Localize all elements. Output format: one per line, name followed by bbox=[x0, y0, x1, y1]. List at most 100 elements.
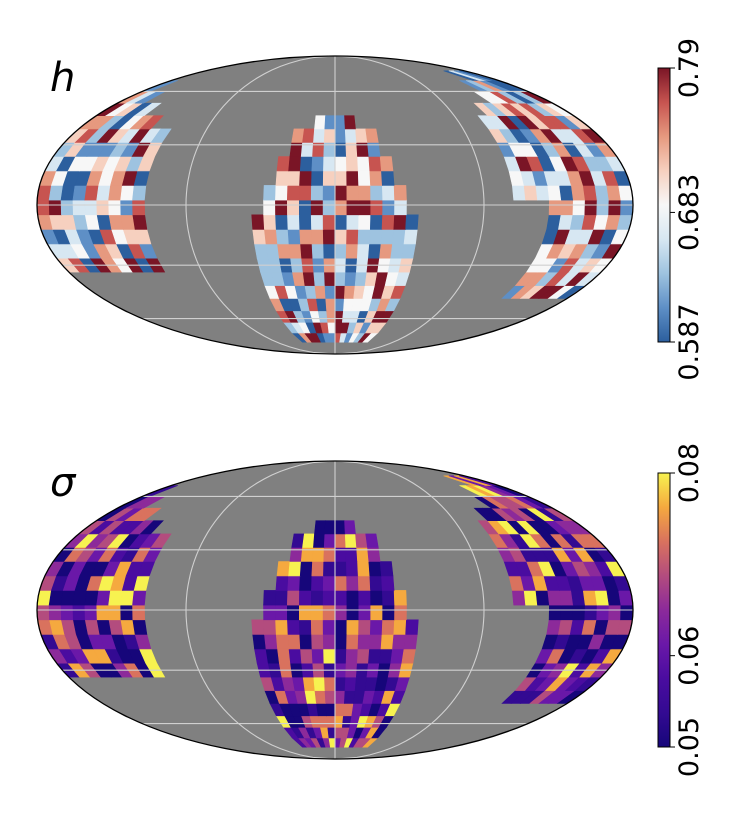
pixel-cell bbox=[620, 604, 633, 621]
pixel-cell bbox=[334, 156, 347, 172]
pixel-cell bbox=[286, 590, 300, 606]
pixel-cell bbox=[292, 271, 306, 286]
pixel-cell bbox=[523, 185, 538, 201]
pixel-cell bbox=[323, 156, 336, 172]
pixel-cell bbox=[570, 590, 586, 606]
pixel-cell bbox=[310, 619, 324, 635]
pixel-cell bbox=[379, 648, 393, 664]
pixel-cell bbox=[346, 590, 360, 606]
pixel-cell bbox=[263, 604, 276, 621]
pixel-cell bbox=[345, 648, 359, 664]
pixel-cell bbox=[632, 604, 633, 621]
pixel-cell bbox=[72, 604, 86, 621]
pixel-cell bbox=[358, 214, 372, 230]
pixel-cell bbox=[370, 199, 384, 216]
pixel-cell bbox=[298, 604, 312, 621]
pixel-cell bbox=[251, 214, 265, 230]
pixel-cell bbox=[365, 533, 379, 548]
h-sky-map: 0.587 0.683 0.79 bbox=[36, 38, 705, 381]
pixel-cell bbox=[291, 128, 305, 143]
pixel-cell bbox=[275, 199, 288, 216]
pixel-cell bbox=[298, 619, 312, 635]
pixel-cell bbox=[334, 634, 348, 650]
pixel-cell bbox=[325, 703, 336, 717]
colorbar-tick-label: 0.08 bbox=[674, 443, 705, 503]
graticule bbox=[37, 461, 633, 759]
pixel-cell bbox=[275, 185, 289, 201]
pixel-cell bbox=[275, 170, 289, 186]
pixel-cell bbox=[311, 170, 324, 186]
pixel-cell bbox=[311, 575, 324, 591]
pixel-cell bbox=[343, 285, 356, 299]
pixel-cell bbox=[346, 170, 359, 186]
pixel-cell bbox=[357, 634, 371, 650]
pixel-cell bbox=[393, 214, 407, 230]
pixel-cell bbox=[263, 619, 277, 635]
pixel-cell bbox=[316, 298, 327, 312]
pixel-cell bbox=[392, 229, 406, 245]
pixel-cell bbox=[84, 604, 98, 621]
pixel-cell bbox=[334, 185, 348, 201]
pixel-cell bbox=[393, 619, 407, 635]
pixel-cell bbox=[523, 590, 538, 606]
pixel-cell bbox=[334, 271, 346, 286]
pixel-cell bbox=[304, 285, 317, 299]
pixel-cell bbox=[132, 199, 146, 216]
pixel-cell bbox=[263, 199, 276, 216]
pixel-cell bbox=[393, 185, 407, 201]
pixel-cell bbox=[291, 533, 305, 548]
pixel-cell bbox=[334, 285, 346, 299]
pixel-cell bbox=[382, 604, 395, 621]
pixel-cell bbox=[120, 604, 134, 621]
pixel-cell bbox=[379, 561, 394, 577]
pixel-cell bbox=[277, 648, 291, 664]
pixel-cell bbox=[286, 604, 300, 621]
pixel-cell bbox=[323, 243, 336, 259]
pixel-cell bbox=[132, 619, 148, 635]
pixel-cell bbox=[48, 199, 62, 216]
pixel-cell bbox=[150, 128, 172, 143]
pixel-cell bbox=[324, 271, 336, 286]
pixel-cell bbox=[313, 533, 326, 548]
colorbar-gradient bbox=[657, 67, 671, 343]
pixel-cell bbox=[311, 229, 324, 245]
pixel-cell bbox=[608, 199, 622, 216]
pixel-cell bbox=[311, 648, 325, 664]
map-outline bbox=[36, 460, 634, 760]
pixel-cell bbox=[547, 590, 562, 606]
pixel-cell bbox=[334, 520, 346, 535]
pixel-cell bbox=[334, 214, 348, 230]
graticule bbox=[37, 56, 633, 354]
pixel-cell bbox=[572, 604, 586, 621]
pixel-cell bbox=[322, 229, 336, 245]
pixel-cell bbox=[300, 648, 314, 664]
pixel-cell bbox=[334, 243, 347, 259]
pixel-cell bbox=[357, 170, 371, 186]
pixel-cell bbox=[344, 128, 357, 143]
pixel-cell bbox=[287, 619, 301, 635]
pixel-cell bbox=[323, 128, 336, 143]
pixel-cell bbox=[346, 199, 360, 216]
pixel-cell bbox=[326, 310, 336, 323]
pixel-cell bbox=[310, 199, 324, 216]
pixel-cell bbox=[139, 115, 164, 130]
pixel-cell bbox=[313, 271, 326, 286]
pixel-cell bbox=[120, 185, 135, 201]
colorbar-tick-label: 0.683 bbox=[674, 174, 705, 251]
pixel-cell bbox=[322, 575, 336, 591]
pixel-cell bbox=[369, 634, 383, 650]
pixel-cell bbox=[287, 170, 301, 186]
pixel-cell bbox=[370, 185, 384, 201]
sigma-sky-map: 0.05 0.06 0.08 bbox=[36, 443, 705, 777]
pixel-cell bbox=[314, 285, 327, 299]
pixel-cell bbox=[316, 703, 327, 717]
pixel-cell bbox=[584, 199, 598, 216]
pixel-cell bbox=[299, 575, 313, 591]
colorbar-tick-label: 0.79 bbox=[674, 38, 705, 98]
pixel-cell bbox=[311, 243, 325, 259]
pixel-cell bbox=[596, 604, 610, 621]
pixel-cell bbox=[299, 156, 313, 172]
pixel-cell bbox=[150, 533, 172, 548]
pixel-cell bbox=[322, 634, 336, 650]
pixel-cell bbox=[322, 619, 336, 635]
